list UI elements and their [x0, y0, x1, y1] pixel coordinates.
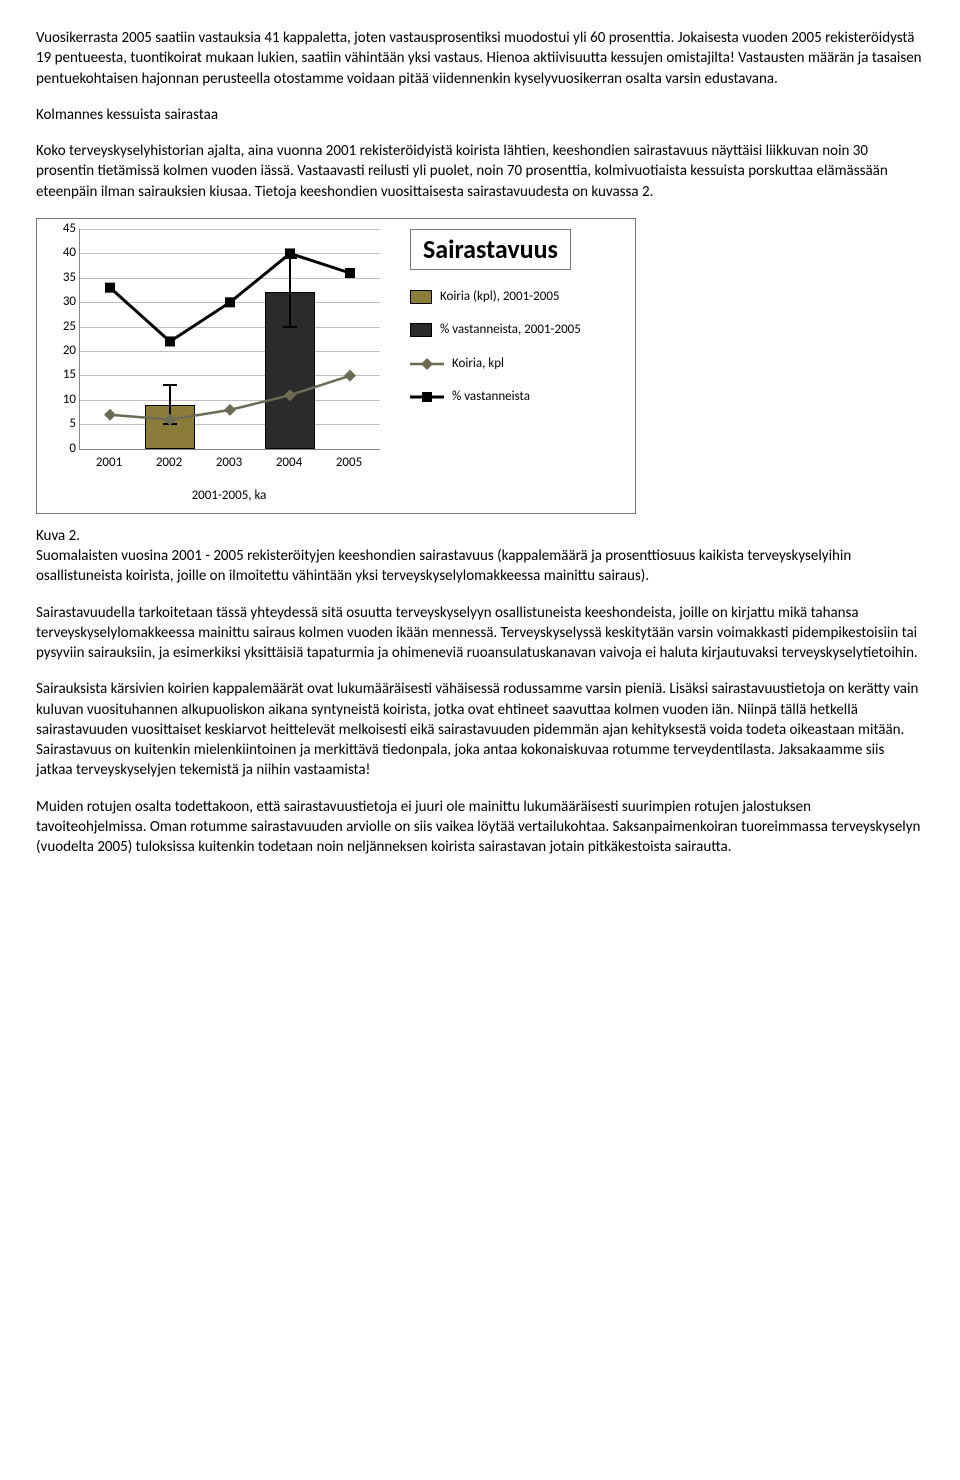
legend-marker: [410, 323, 432, 337]
y-tick: 5: [52, 416, 76, 434]
y-tick: 45: [52, 220, 76, 238]
gridline: [80, 302, 380, 303]
chart-overlay: [80, 229, 380, 449]
caption-text: Suomalaisten vuosina 2001 - 2005 rekiste…: [36, 547, 851, 585]
legend-label: Koiria (kpl), 2001-2005: [440, 288, 560, 306]
paragraph-summary: Koko terveyskyselyhistorian ajalta, aina…: [36, 141, 924, 202]
legend-item: Koiria, kpl: [410, 355, 581, 373]
legend-marker: [410, 391, 444, 403]
figure-caption: Kuva 2. Suomalaisten vuosina 2001 - 2005…: [36, 526, 924, 587]
gridline: [80, 253, 380, 254]
legend-item: % vastanneista, 2001-2005: [410, 321, 581, 339]
gridline: [80, 278, 380, 279]
section-heading: Kolmannes kessuista sairastaa: [36, 105, 924, 125]
x-label: 2003: [199, 450, 259, 472]
legend-label: % vastanneista: [452, 388, 530, 406]
error-cap: [163, 423, 177, 425]
error-cap: [283, 326, 297, 328]
y-tick: 10: [52, 391, 76, 409]
gridline: [80, 229, 380, 230]
paragraph-4: Sairauksista kärsivien koirien kappalemä…: [36, 679, 924, 780]
legend-label: Koiria, kpl: [452, 355, 504, 373]
y-tick: 35: [52, 269, 76, 287]
gridline: [80, 327, 380, 328]
y-tick: 15: [52, 367, 76, 385]
x-label: 2002: [139, 450, 199, 472]
y-tick: 20: [52, 342, 76, 360]
gridline: [80, 400, 380, 401]
error-bar: [289, 258, 291, 326]
y-tick: 25: [52, 318, 76, 336]
x-label: 2005: [319, 450, 379, 472]
chart-legend: Sairastavuus Koiria (kpl), 2001-2005 % va…: [410, 229, 581, 422]
legend-label: % vastanneista, 2001-2005: [440, 321, 581, 339]
paragraph-intro: Vuosikerrasta 2005 saatiin vastauksia 41…: [36, 28, 924, 89]
chart-sublabel: 2001-2005, ka: [79, 487, 379, 505]
gridline: [80, 351, 380, 352]
x-label: 2001: [79, 450, 139, 472]
legend-marker: [410, 290, 432, 304]
legend-item: Koiria (kpl), 2001-2005: [410, 288, 581, 306]
x-label: 2004: [259, 450, 319, 472]
y-tick: 40: [52, 244, 76, 262]
legend-title: Sairastavuus: [410, 229, 571, 270]
paragraph-5: Muiden rotujen osalta todettakoon, että …: [36, 797, 924, 858]
caption-label: Kuva 2.: [36, 527, 80, 545]
y-tick: 0: [52, 440, 76, 458]
error-cap: [283, 257, 297, 259]
error-cap: [163, 384, 177, 386]
legend-item: % vastanneista: [410, 388, 581, 406]
gridline: [80, 424, 380, 425]
sairastavuus-chart: 051015202530354045 20012002200320042005 …: [36, 218, 636, 514]
gridline: [80, 375, 380, 376]
y-tick: 30: [52, 293, 76, 311]
legend-marker: [410, 358, 444, 370]
paragraph-3: Sairastavuudella tarkoitetaan tässä yhte…: [36, 603, 924, 664]
error-bar: [169, 385, 171, 424]
